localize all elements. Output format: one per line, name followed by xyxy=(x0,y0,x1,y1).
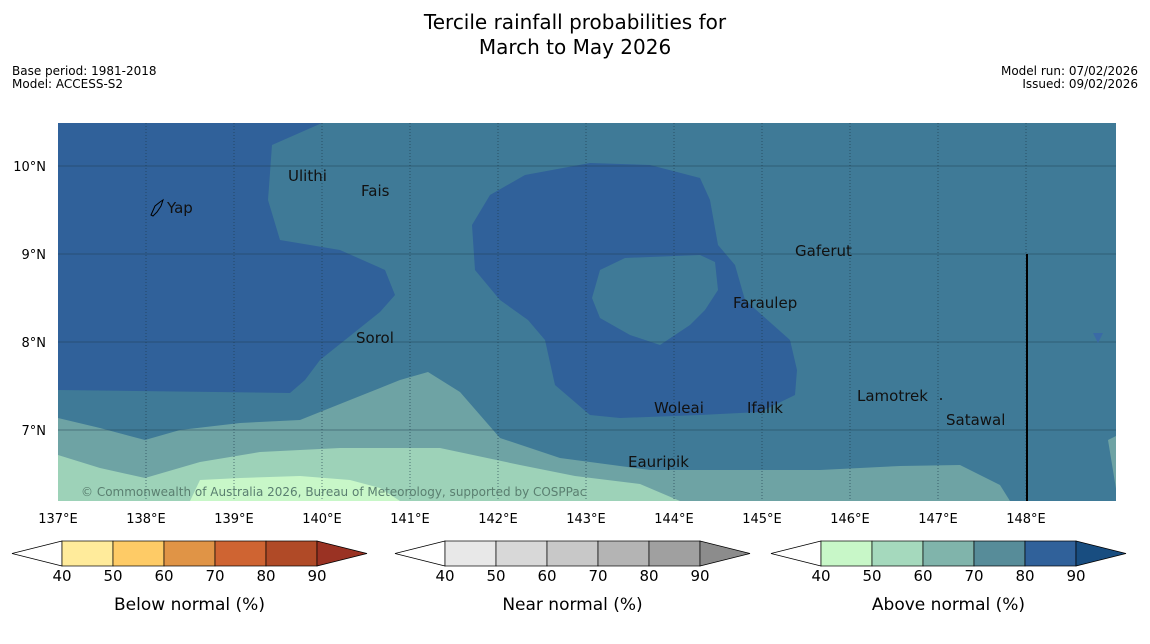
place-label: Ulithi xyxy=(288,167,327,185)
colorbars: 40 50 60 70 80 90 Below normal (%) 40 50 60 70 80 90… xyxy=(11,540,1127,615)
island-marker-icon xyxy=(1093,333,1103,343)
base-period: Base period: 1981-2018 xyxy=(12,64,157,78)
lon-labels: 137°E 138°E 139°E 140°E 141°E 142°E 143°… xyxy=(38,512,1046,527)
colorbar-tick: 40 xyxy=(435,567,454,585)
colorbar-extend-low xyxy=(394,540,446,567)
lon-label: 142°E xyxy=(478,512,518,527)
credit-text: © Commonwealth of Australia 2026, Bureau… xyxy=(81,485,586,499)
colorbar-segment xyxy=(546,540,599,567)
colorbar-segment xyxy=(163,540,216,567)
colorbar-label: Above normal (%) xyxy=(872,595,1025,615)
colorbar-tick: 80 xyxy=(256,567,275,585)
colorbar-segment xyxy=(973,540,1026,567)
yap-island-icon xyxy=(150,198,164,217)
colorbar-tick: 50 xyxy=(486,567,505,585)
colorbar-tick: 60 xyxy=(154,567,173,585)
colorbar-tick: 90 xyxy=(1066,567,1085,585)
lon-label: 145°E xyxy=(742,512,782,527)
map-area: Ulithi Fais Yap Gaferut Faraulep Sorol L… xyxy=(58,123,1116,501)
colorbar-1: 40 50 60 70 80 90 Near normal (%) xyxy=(394,540,751,615)
lat-label: 7°N xyxy=(22,424,47,439)
lon-label: 148°E xyxy=(1006,512,1046,527)
meta-left: Base period: 1981-2018 Model: ACCESS-S2 xyxy=(12,65,157,91)
island-dot-icon xyxy=(940,398,942,400)
lat-label: 8°N xyxy=(22,336,47,351)
title-line-1: Tercile rainfall probabilities for xyxy=(423,10,727,34)
colorbar-tick: 50 xyxy=(103,567,122,585)
colorbar-tick: 60 xyxy=(913,567,932,585)
colorbar-tick: 90 xyxy=(307,567,326,585)
model-name: Model: ACCESS-S2 xyxy=(12,77,124,91)
colorbar-segment xyxy=(648,540,701,567)
place-label: Sorol xyxy=(356,329,394,347)
colorbar-label: Below normal (%) xyxy=(114,595,265,615)
colorbar-segment xyxy=(444,540,497,567)
colorbar-tick: 60 xyxy=(537,567,556,585)
colorbar-tick: 80 xyxy=(1015,567,1034,585)
colorbar-tick: 70 xyxy=(964,567,983,585)
colorbar-segment xyxy=(265,540,318,567)
colorbar-extend-high xyxy=(316,540,368,567)
colorbar-tick: 40 xyxy=(811,567,830,585)
region-above-70-inner xyxy=(592,255,718,345)
lon-label: 143°E xyxy=(566,512,606,527)
colorbar-tick: 70 xyxy=(205,567,224,585)
colorbar-tick: 90 xyxy=(690,567,709,585)
colorbar-segment xyxy=(922,540,975,567)
place-label: Satawal xyxy=(946,411,1005,429)
place-label: Lamotrek xyxy=(857,387,928,405)
region-above-40 xyxy=(190,476,400,501)
colorbar-segment xyxy=(820,540,873,567)
place-label: Fais xyxy=(361,182,390,200)
model-run: Model run: 07/02/2026 xyxy=(1000,64,1138,78)
place-label: Faraulep xyxy=(733,294,797,312)
colorbar-tick: 70 xyxy=(588,567,607,585)
colorbar-tick: 50 xyxy=(862,567,881,585)
colorbar-segment xyxy=(112,540,165,567)
place-label: Woleai xyxy=(654,399,704,417)
place-label: Ifalik xyxy=(747,399,783,417)
colorbar-segment xyxy=(495,540,548,567)
colorbar-tick: 80 xyxy=(639,567,658,585)
meridians xyxy=(145,123,1027,501)
colorbar-extend-high xyxy=(699,540,751,567)
lat-labels: 10°N 9°N 8°N 7°N xyxy=(13,160,46,439)
colorbar-segment xyxy=(871,540,924,567)
map-title: Tercile rainfall probabilities for March… xyxy=(0,10,1150,60)
colorbar-segment xyxy=(214,540,267,567)
lon-label: 139°E xyxy=(214,512,254,527)
colorbar-extend-high xyxy=(1075,540,1127,567)
region-above-80-west xyxy=(58,123,395,393)
place-label: Eauripik xyxy=(628,453,689,471)
lon-label: 137°E xyxy=(38,512,78,527)
colorbar-2: 40 50 60 70 80 90 Above normal (%) xyxy=(770,540,1127,615)
colorbar-label: Near normal (%) xyxy=(502,595,642,615)
place-label: Gaferut xyxy=(795,242,852,260)
colorbar-0: 40 50 60 70 80 90 Below normal (%) xyxy=(11,540,368,615)
lon-label: 147°E xyxy=(918,512,958,527)
issued-date: Issued: 09/02/2026 xyxy=(1022,77,1138,91)
title-line-2: March to May 2026 xyxy=(478,35,672,59)
colorbar-extend-low xyxy=(11,540,63,567)
lon-label: 138°E xyxy=(126,512,166,527)
lon-label: 140°E xyxy=(302,512,342,527)
colorbar-segment xyxy=(597,540,650,567)
lon-label: 141°E xyxy=(390,512,430,527)
lat-label: 10°N xyxy=(13,160,46,175)
parallels xyxy=(58,165,1116,431)
lon-label: 146°E xyxy=(830,512,870,527)
place-label: Yap xyxy=(166,199,193,217)
lon-label: 144°E xyxy=(654,512,694,527)
colorbar-segment xyxy=(61,540,114,567)
colorbar-tick: 40 xyxy=(52,567,71,585)
place-labels: Ulithi Fais Yap Gaferut Faraulep Sorol L… xyxy=(166,167,1005,471)
colorbar-extend-low xyxy=(770,540,822,567)
colorbar-segment xyxy=(1024,540,1077,567)
lat-label: 9°N xyxy=(22,248,47,263)
region-above-60-east xyxy=(1108,436,1116,501)
meta-right: Model run: 07/02/2026 Issued: 09/02/2026 xyxy=(1001,65,1138,91)
